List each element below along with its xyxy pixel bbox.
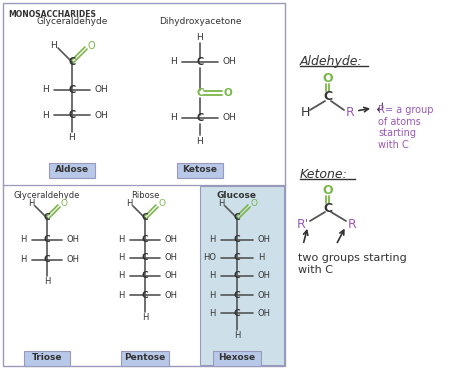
Text: Glucose: Glucose bbox=[217, 192, 257, 200]
Text: H: H bbox=[126, 199, 132, 207]
Text: C: C bbox=[44, 255, 50, 265]
Text: H: H bbox=[234, 331, 240, 339]
Text: H: H bbox=[258, 254, 264, 262]
Text: C: C bbox=[196, 88, 204, 98]
Text: H: H bbox=[118, 254, 125, 262]
FancyBboxPatch shape bbox=[213, 351, 261, 366]
Text: H: H bbox=[118, 272, 125, 280]
Text: OH: OH bbox=[258, 235, 271, 245]
Text: C: C bbox=[44, 235, 50, 245]
Text: O: O bbox=[224, 88, 232, 98]
Text: H: H bbox=[42, 110, 49, 120]
Text: H: H bbox=[197, 34, 203, 42]
Text: C: C bbox=[142, 290, 148, 300]
Text: Pentose: Pentose bbox=[124, 354, 165, 362]
Text: R: R bbox=[346, 106, 355, 118]
Text: Hexose: Hexose bbox=[219, 354, 255, 362]
Text: OH: OH bbox=[95, 110, 109, 120]
Text: C: C bbox=[196, 113, 204, 123]
Text: Aldehyde:: Aldehyde: bbox=[300, 55, 363, 68]
Text: H: H bbox=[21, 255, 27, 265]
Text: H: H bbox=[118, 290, 125, 300]
Text: C: C bbox=[68, 57, 76, 67]
Text: OH: OH bbox=[165, 254, 178, 262]
Text: Ketone:: Ketone: bbox=[300, 168, 348, 181]
Text: C: C bbox=[234, 308, 240, 317]
Text: C: C bbox=[323, 201, 333, 214]
Text: Aldose: Aldose bbox=[55, 166, 89, 175]
Text: H: H bbox=[218, 199, 224, 207]
Text: OH: OH bbox=[258, 290, 271, 300]
Text: OH: OH bbox=[67, 235, 80, 245]
FancyBboxPatch shape bbox=[3, 3, 285, 366]
Text: H: H bbox=[142, 313, 148, 321]
Text: C: C bbox=[44, 214, 50, 223]
Text: OH: OH bbox=[95, 86, 109, 94]
Text: Ribose: Ribose bbox=[131, 192, 159, 200]
FancyBboxPatch shape bbox=[24, 351, 70, 366]
Text: R: R bbox=[347, 217, 356, 231]
FancyBboxPatch shape bbox=[49, 162, 95, 177]
Text: O: O bbox=[250, 200, 257, 208]
Text: H: H bbox=[197, 137, 203, 145]
Text: R= a group
of atoms
starting
with C: R= a group of atoms starting with C bbox=[378, 105, 434, 150]
FancyBboxPatch shape bbox=[200, 186, 284, 365]
Text: MONOSACCHARIDES: MONOSACCHARIDES bbox=[8, 10, 96, 19]
Text: O: O bbox=[323, 72, 333, 85]
Text: H: H bbox=[210, 272, 216, 280]
Text: Triose: Triose bbox=[32, 354, 62, 362]
Text: two groups starting
with C: two groups starting with C bbox=[298, 253, 407, 275]
Text: OH: OH bbox=[258, 308, 271, 317]
Text: OH: OH bbox=[165, 290, 178, 300]
Text: C: C bbox=[142, 214, 148, 223]
Text: OH: OH bbox=[67, 255, 80, 265]
Text: C: C bbox=[68, 85, 76, 95]
Text: H: H bbox=[28, 199, 34, 207]
FancyBboxPatch shape bbox=[177, 162, 223, 177]
Text: O: O bbox=[61, 200, 67, 208]
Text: O: O bbox=[323, 183, 333, 197]
Text: H: H bbox=[42, 86, 49, 94]
Text: C: C bbox=[142, 272, 148, 280]
Text: Glyceraldehyde: Glyceraldehyde bbox=[36, 17, 108, 27]
Text: H: H bbox=[21, 235, 27, 245]
Text: H: H bbox=[69, 134, 75, 142]
Text: ↲: ↲ bbox=[375, 101, 385, 114]
Text: OH: OH bbox=[165, 272, 178, 280]
Text: O: O bbox=[158, 200, 165, 208]
Text: C: C bbox=[234, 214, 240, 223]
Text: C: C bbox=[142, 254, 148, 262]
Text: H: H bbox=[170, 114, 177, 123]
Text: Glyceraldehyde: Glyceraldehyde bbox=[14, 192, 80, 200]
Text: Dihydroxyacetone: Dihydroxyacetone bbox=[159, 17, 241, 27]
Text: OH: OH bbox=[258, 272, 271, 280]
Text: R': R' bbox=[297, 217, 309, 231]
Text: C: C bbox=[323, 90, 333, 103]
Text: OH: OH bbox=[223, 58, 237, 66]
Text: H: H bbox=[51, 41, 57, 49]
Text: H: H bbox=[170, 58, 177, 66]
Text: C: C bbox=[234, 272, 240, 280]
Text: O: O bbox=[87, 41, 95, 51]
Text: C: C bbox=[196, 57, 204, 67]
Text: H: H bbox=[210, 290, 216, 300]
Text: OH: OH bbox=[165, 235, 178, 245]
Text: H: H bbox=[210, 308, 216, 317]
Text: C: C bbox=[68, 110, 76, 120]
Text: H: H bbox=[44, 276, 50, 286]
Text: C: C bbox=[234, 235, 240, 245]
Text: H: H bbox=[118, 235, 125, 245]
Text: C: C bbox=[234, 290, 240, 300]
Text: C: C bbox=[142, 235, 148, 245]
Text: HO: HO bbox=[203, 254, 216, 262]
Text: H: H bbox=[301, 106, 310, 118]
Text: C: C bbox=[234, 254, 240, 262]
Text: H: H bbox=[210, 235, 216, 245]
FancyBboxPatch shape bbox=[121, 351, 169, 366]
Text: Ketose: Ketose bbox=[182, 166, 218, 175]
Text: OH: OH bbox=[223, 114, 237, 123]
